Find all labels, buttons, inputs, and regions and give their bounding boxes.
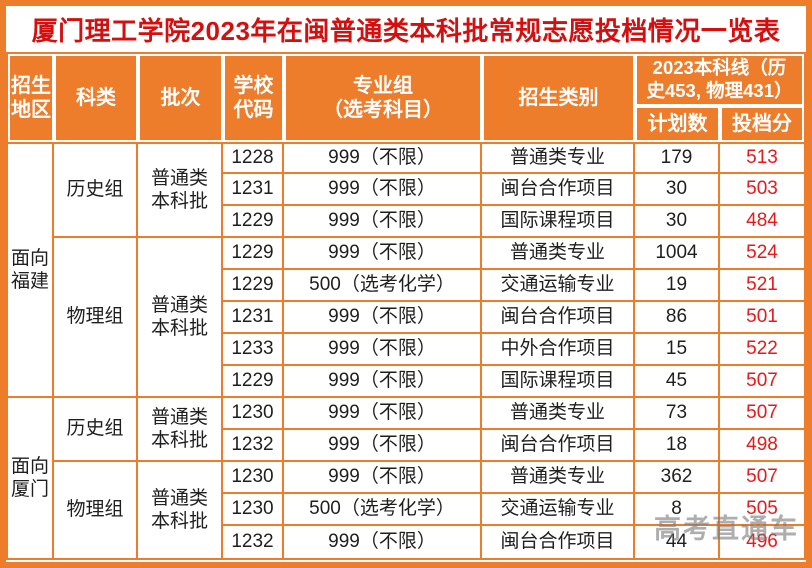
type-cell: 普通类专业: [482, 142, 635, 174]
score-cell: 501: [720, 302, 804, 334]
type-cell: 国际课程项目: [482, 366, 635, 398]
batch-cell: 普通类 本科批: [138, 398, 223, 462]
group-cell: 999（不限）: [284, 238, 482, 270]
code-cell: 1232: [223, 526, 284, 558]
group-cell: 999（不限）: [284, 334, 482, 366]
code-cell: 1232: [223, 430, 284, 462]
category-cell: 物理组: [54, 462, 138, 558]
header-region: 招生 地区: [8, 54, 54, 142]
plan-cell: 179: [635, 142, 720, 174]
plan-cell: 8: [635, 494, 720, 526]
type-cell: 交通运输专业: [482, 494, 635, 526]
group-cell: 999（不限）: [284, 142, 482, 174]
plan-cell: 30: [635, 174, 720, 206]
type-cell: 中外合作项目: [482, 334, 635, 366]
code-cell: 1230: [223, 494, 284, 526]
admission-table: 招生 地区 科类 批次 学校 代码 专业组 （选考科目） 招生类别 2023本科…: [6, 52, 806, 560]
plan-cell: 19: [635, 270, 720, 302]
group-cell: 500（选考化学）: [284, 494, 482, 526]
score-cell: 524: [720, 238, 804, 270]
category-cell: 历史组: [54, 142, 138, 238]
group-cell: 999（不限）: [284, 430, 482, 462]
plan-cell: 1004: [635, 238, 720, 270]
code-cell: 1229: [223, 270, 284, 302]
code-cell: 1229: [223, 206, 284, 238]
header-batch: 批次: [138, 54, 223, 142]
group-cell: 999（不限）: [284, 302, 482, 334]
score-cell: 507: [720, 398, 804, 430]
plan-cell: 73: [635, 398, 720, 430]
group-cell: 999（不限）: [284, 206, 482, 238]
plan-cell: 15: [635, 334, 720, 366]
type-cell: 交通运输专业: [482, 270, 635, 302]
score-cell: 521: [720, 270, 804, 302]
group-cell: 999（不限）: [284, 462, 482, 494]
type-cell: 普通类专业: [482, 462, 635, 494]
plan-cell: 86: [635, 302, 720, 334]
batch-cell: 普通类 本科批: [138, 462, 223, 558]
type-cell: 国际课程项目: [482, 206, 635, 238]
batch-cell: 普通类 本科批: [138, 238, 223, 398]
code-cell: 1229: [223, 238, 284, 270]
group-cell: 999（不限）: [284, 526, 482, 558]
score-cell: 496: [720, 526, 804, 558]
header-admit-score: 投档分: [720, 106, 804, 142]
code-cell: 1231: [223, 302, 284, 334]
region-cell: 面向 厦门: [8, 398, 54, 558]
type-cell: 闽台合作项目: [482, 526, 635, 558]
type-cell: 普通类专业: [482, 238, 635, 270]
region-cell: 面向 福建: [8, 142, 54, 398]
score-cell: 522: [720, 334, 804, 366]
type-cell: 闽台合作项目: [482, 174, 635, 206]
score-cell: 484: [720, 206, 804, 238]
header-score-line: 2023本科线（历 史453, 物理431）: [635, 54, 804, 106]
score-cell: 507: [720, 366, 804, 398]
score-cell: 498: [720, 430, 804, 462]
type-cell: 闽台合作项目: [482, 430, 635, 462]
header-major-group: 专业组 （选考科目）: [284, 54, 482, 142]
plan-cell: 30: [635, 206, 720, 238]
code-cell: 1230: [223, 398, 284, 430]
header-school-code: 学校 代码: [223, 54, 284, 142]
group-cell: 999（不限）: [284, 366, 482, 398]
group-cell: 999（不限）: [284, 398, 482, 430]
score-cell: 513: [720, 142, 804, 174]
code-cell: 1233: [223, 334, 284, 366]
plan-cell: 44: [635, 526, 720, 558]
batch-cell: 普通类 本科批: [138, 142, 223, 238]
group-cell: 999（不限）: [284, 174, 482, 206]
page-title: 厦门理工学院2023年在闽普通类本科批常规志愿投档情况一览表: [31, 15, 781, 46]
plan-cell: 362: [635, 462, 720, 494]
score-cell: 505: [720, 494, 804, 526]
plan-cell: 18: [635, 430, 720, 462]
group-cell: 500（选考化学）: [284, 270, 482, 302]
type-cell: 闽台合作项目: [482, 302, 635, 334]
category-cell: 物理组: [54, 238, 138, 398]
header-admission-type: 招生类别: [482, 54, 635, 142]
type-cell: 普通类专业: [482, 398, 635, 430]
code-cell: 1228: [223, 142, 284, 174]
code-cell: 1231: [223, 174, 284, 206]
header-category: 科类: [54, 54, 138, 142]
category-cell: 历史组: [54, 398, 138, 462]
score-cell: 503: [720, 174, 804, 206]
plan-cell: 45: [635, 366, 720, 398]
score-cell: 507: [720, 462, 804, 494]
header-plan-count: 计划数: [635, 106, 720, 142]
code-cell: 1229: [223, 366, 284, 398]
code-cell: 1230: [223, 462, 284, 494]
